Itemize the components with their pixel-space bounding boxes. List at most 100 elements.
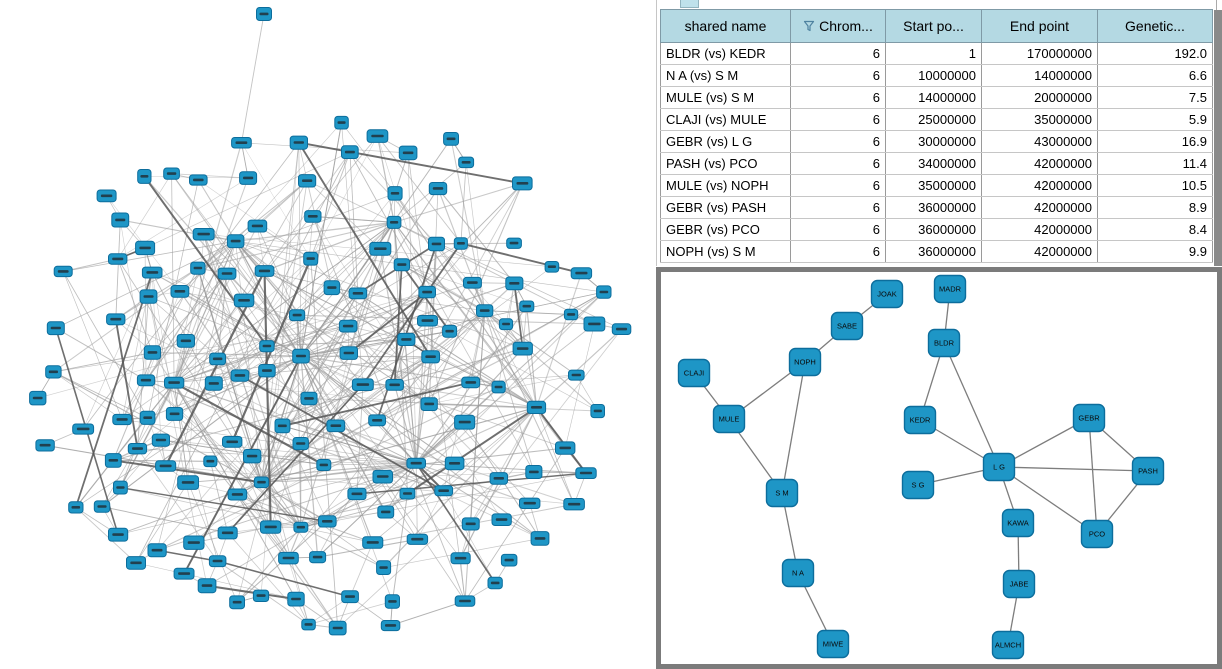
network-node[interactable] [304, 210, 322, 223]
network-node[interactable] [289, 309, 306, 322]
column-header-start-position[interactable]: Start po... [885, 9, 982, 43]
network-node[interactable] [136, 374, 156, 387]
network-node[interactable] [135, 240, 156, 256]
network-node[interactable] [519, 300, 535, 312]
network-node[interactable] [399, 487, 416, 500]
network-node[interactable] [173, 567, 195, 580]
network-node[interactable] [368, 414, 387, 427]
network-node[interactable] [197, 578, 217, 594]
network-node[interactable] [233, 293, 255, 308]
network-node[interactable] [292, 437, 309, 451]
network-node[interactable] [256, 7, 272, 21]
table-row[interactable]: N A (vs) S M 6 10000000 14000000 6.6 [660, 64, 1213, 87]
network-node[interactable] [151, 433, 171, 447]
network-node-pco[interactable]: PCO [1080, 519, 1114, 549]
network-node[interactable] [176, 334, 195, 348]
network-node[interactable] [29, 390, 47, 406]
network-node[interactable] [476, 304, 494, 318]
network-node[interactable] [512, 176, 533, 191]
network-node[interactable] [274, 418, 291, 434]
network-node[interactable] [454, 414, 476, 430]
network-node-almch[interactable]: ALMCH [991, 630, 1025, 660]
network-node[interactable] [570, 267, 593, 280]
network-node[interactable] [328, 620, 347, 636]
network-node[interactable] [489, 472, 509, 485]
network-node-kawa[interactable]: KAWA [1001, 508, 1035, 538]
network-node[interactable] [298, 174, 317, 188]
network-node[interactable] [260, 520, 282, 534]
table-row[interactable]: CLAJI (vs) MULE 6 25000000 35000000 5.9 [660, 108, 1213, 131]
network-node[interactable] [278, 551, 299, 565]
network-node[interactable] [104, 453, 122, 468]
network-node[interactable] [362, 536, 384, 549]
network-node[interactable] [512, 341, 533, 356]
table-row[interactable]: GEBR (vs) PCO 6 36000000 42000000 8.4 [660, 218, 1213, 241]
network-node[interactable] [227, 488, 248, 501]
network-node-bldr[interactable]: BLDR [927, 328, 961, 358]
network-node-claji[interactable]: CLAJI [677, 358, 711, 388]
network-node[interactable] [147, 543, 167, 558]
network-node[interactable] [239, 171, 258, 185]
filter-funnel-icon[interactable] [803, 20, 815, 32]
network-node[interactable] [544, 261, 560, 273]
network-node[interactable] [443, 132, 460, 146]
network-node[interactable] [341, 590, 359, 604]
network-node[interactable] [442, 324, 458, 338]
network-node[interactable] [247, 219, 268, 233]
network-node[interactable] [526, 400, 547, 414]
network-node[interactable] [334, 115, 349, 130]
network-node[interactable] [192, 228, 215, 241]
filtered-network-canvas[interactable]: JOAK SABE NOPH CLAJI MULE S M N A MIWE MADR BLDR K… [661, 272, 1217, 664]
network-node[interactable] [590, 404, 606, 419]
network-node[interactable] [369, 241, 392, 256]
scrollbar-track[interactable] [1214, 10, 1222, 266]
network-node[interactable] [112, 413, 132, 426]
network-node[interactable] [209, 352, 226, 366]
column-header-chromosome[interactable]: Chrom... [790, 9, 886, 43]
network-node[interactable] [163, 167, 180, 180]
network-node[interactable] [393, 258, 411, 272]
network-node[interactable] [406, 457, 426, 469]
network-node-madr[interactable]: MADR [933, 274, 967, 304]
network-node[interactable] [323, 280, 341, 296]
network-node[interactable] [387, 186, 403, 201]
network-node[interactable] [190, 261, 206, 275]
network-node[interactable] [506, 237, 522, 249]
network-node[interactable] [258, 364, 276, 378]
table-row[interactable]: BLDR (vs) KEDR 6 1 170000000 192.0 [660, 42, 1213, 65]
network-node[interactable] [530, 531, 550, 546]
network-node[interactable] [93, 500, 111, 513]
network-node[interactable] [231, 137, 252, 149]
network-node[interactable] [72, 423, 95, 435]
network-node-sabe[interactable]: SABE [830, 311, 864, 341]
network-node-mule[interactable]: MULE [712, 404, 746, 434]
network-node-n-a[interactable]: N A [781, 558, 815, 588]
network-node[interactable] [68, 501, 84, 514]
network-node[interactable] [126, 556, 146, 570]
network-node[interactable] [461, 517, 480, 531]
network-node[interactable] [303, 251, 319, 266]
network-node[interactable] [137, 169, 152, 184]
network-node[interactable] [108, 527, 129, 542]
network-node[interactable] [226, 234, 245, 249]
column-header-genetic[interactable]: Genetic... [1097, 9, 1213, 43]
network-node[interactable] [420, 397, 438, 412]
network-node[interactable] [341, 145, 359, 160]
network-node[interactable] [525, 465, 543, 479]
network-node[interactable] [253, 476, 270, 489]
network-node-kedr[interactable]: KEDR [903, 405, 937, 435]
column-header-shared-name[interactable]: shared name [660, 9, 791, 43]
network-node[interactable] [397, 332, 416, 346]
network-node[interactable] [164, 376, 185, 389]
network-node[interactable] [450, 552, 471, 565]
network-node[interactable] [434, 485, 454, 497]
network-node[interactable] [113, 480, 128, 495]
network-node-l-g[interactable]: L G [982, 452, 1016, 482]
network-node[interactable] [421, 350, 440, 364]
network-node[interactable] [351, 378, 374, 391]
network-node[interactable] [293, 521, 309, 533]
table-row[interactable]: GEBR (vs) L G 6 30000000 43000000 16.9 [660, 130, 1213, 153]
network-node[interactable] [563, 498, 585, 511]
network-node[interactable] [141, 266, 163, 279]
network-node[interactable] [596, 285, 612, 299]
